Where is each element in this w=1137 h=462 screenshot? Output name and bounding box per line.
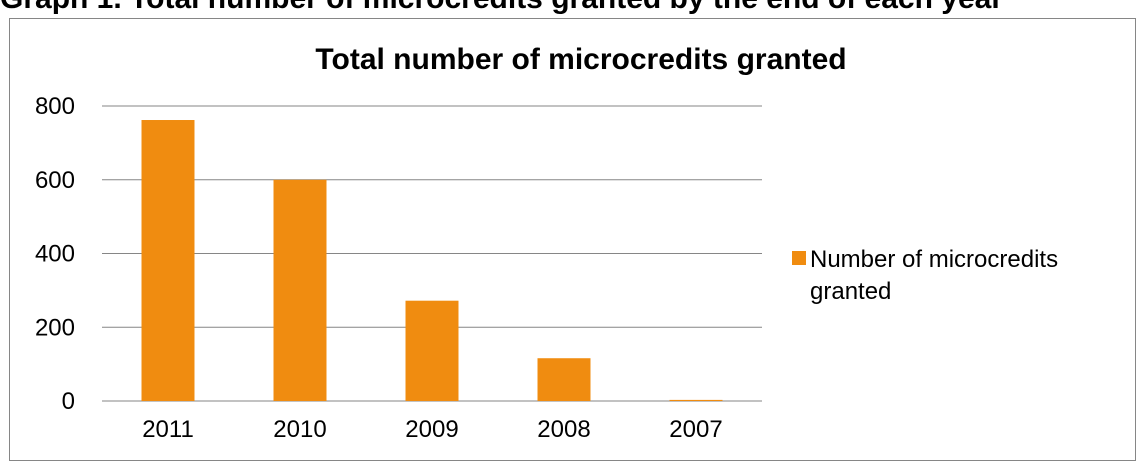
page-heading: Graph 1. Total number of microcredits gr… — [0, 0, 1003, 14]
x-tick-label: 2008 — [537, 416, 590, 443]
gridlines — [102, 105, 762, 402]
y-tick-label: 200 — [35, 314, 75, 341]
chart-frame: Total number of microcredits granted 0 20… — [9, 18, 1136, 461]
y-tick-label: 600 — [35, 167, 75, 194]
bars — [141, 120, 723, 401]
chart-title: Total number of microcredits granted — [315, 43, 846, 76]
legend-label: Number of microcredits granted — [810, 246, 1058, 305]
y-tick-label: 400 — [35, 241, 75, 268]
bar-2009 — [405, 300, 459, 401]
y-tick-label: 0 — [62, 388, 75, 415]
y-tick-label: 800 — [35, 93, 75, 120]
bar-2011 — [141, 120, 195, 401]
bar-2007 — [669, 399, 723, 401]
x-tick-label: 2007 — [669, 416, 722, 443]
x-tick-label: 2009 — [405, 416, 458, 443]
bar-2010 — [273, 179, 327, 401]
bar-chart: Total number of microcredits granted 0 20… — [35, 43, 1058, 443]
x-tick-label: 2011 — [142, 416, 194, 443]
x-tick-label: 2010 — [273, 416, 326, 443]
x-axis-ticks: 2011 2010 2009 2008 2007 — [142, 416, 723, 443]
legend-swatch — [792, 251, 806, 265]
y-axis-ticks: 0 200 400 600 800 — [35, 93, 75, 415]
legend: Number of microcredits granted — [792, 246, 1058, 305]
bar-2008 — [537, 358, 591, 401]
